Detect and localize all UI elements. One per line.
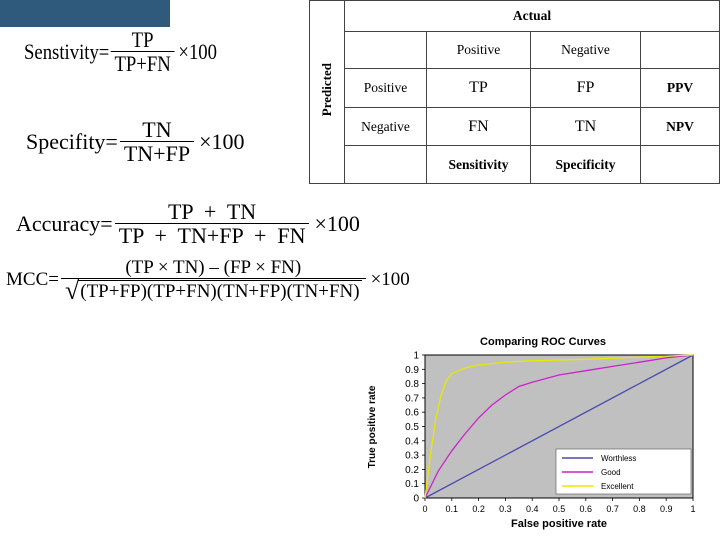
predicted-header-cell: Predicted (309, 0, 345, 184)
roc-chart: Comparing ROC Curves 0 0.1 0.2 0.3 0.4 0.5 0.6… (353, 331, 720, 540)
x-tick-label: 0.3 (499, 504, 512, 514)
y-tick-label: 0.6 (405, 408, 419, 419)
square-root-icon: √ (64, 275, 80, 305)
empty-cell (640, 31, 720, 69)
y-tick-label: 0.4 (405, 436, 419, 447)
legend-label-good: Good (601, 468, 621, 477)
cell-ppv: PPV (640, 68, 720, 108)
chart-title: Comparing ROC Curves (480, 336, 606, 348)
empty-cell (344, 145, 427, 184)
row-header-negative: Negative (344, 107, 427, 146)
legend-label-worthless: Worthless (601, 454, 636, 463)
x-tick-label: 0.7 (606, 504, 619, 514)
y-tick-label: 0.3 (405, 451, 419, 462)
cell-tp: TP (426, 68, 531, 108)
y-axis-label: True positive rate (367, 385, 378, 468)
cell-fn: FN (426, 107, 531, 146)
accuracy-fraction: TP + TN TP + TN+FP + FN (114, 199, 310, 249)
fraction-bar (119, 141, 195, 143)
cell-tn: TN (530, 107, 641, 146)
cell-npv: NPV (640, 107, 720, 146)
actual-header: Actual (344, 0, 720, 32)
specificity-numerator: TN (142, 117, 172, 142)
x-axis-label: False positive rate (511, 518, 607, 530)
accuracy-formula: Accuracy= TP + TN TP + TN+FP + FN ×100 (16, 200, 360, 247)
fraction-bar (114, 223, 310, 225)
mcc-denominator-root: √ (TP+FP)(TP+FN)(TN+FP)(TN+FN) (61, 275, 366, 305)
y-tick-label: 0.8 (405, 379, 419, 390)
specificity-label: Specifity= (26, 128, 118, 154)
col-header-negative: Negative (530, 31, 641, 69)
mcc-numerator: (TP × TN) – (FP × FN) (125, 257, 302, 278)
sensitivity-multiplier: ×100 (178, 38, 218, 64)
y-tick-label: 0.7 (405, 393, 419, 404)
confusion-matrix-table: Predicted Actual Positive Negative Posit… (309, 0, 720, 184)
specificity-formula: Specifity= TN TN+FP ×100 (26, 118, 244, 165)
x-tick-label: 0.8 (633, 504, 646, 514)
chart-legend: Worthless Good Excellent (555, 448, 692, 495)
x-tick-label: 0.6 (580, 504, 593, 514)
mcc-label: MCC= (6, 269, 59, 291)
col-header-positive: Positive (426, 31, 531, 69)
x-tick-label: 0 (422, 504, 427, 514)
cell-fp: FP (530, 68, 641, 108)
x-tick-label: 0.2 (472, 504, 485, 514)
y-tick-label: 0.2 (405, 465, 419, 476)
sensitivity-denominator: TP+FN (114, 51, 171, 77)
series-line-good (424, 354, 694, 499)
sensitivity-label: Senstivity= (24, 38, 110, 64)
specificity-multiplier: ×100 (199, 128, 245, 154)
sensitivity-numerator: TP (131, 27, 154, 52)
specificity-fraction: TN TN+FP (119, 117, 195, 167)
mcc-multiplier: ×100 (370, 269, 410, 291)
cell-sensitivity: Sensitivity (426, 145, 531, 184)
y-tick-label: 0.1 (405, 479, 419, 490)
y-tick-label: 0.5 (405, 422, 419, 433)
mcc-fraction: (TP × TN) – (FP × FN) √ (TP+FP)(TP+FN)(T… (60, 257, 366, 305)
sensitivity-fraction: TP TP+FN (111, 27, 175, 77)
series-line-excellent (424, 354, 694, 499)
roc-series (424, 354, 694, 499)
empty-cell (640, 145, 720, 184)
accuracy-numerator: TP + TN (167, 199, 257, 224)
x-tick-label: 0.5 (553, 504, 566, 514)
predicted-header: Predicted (319, 63, 334, 117)
x-tick-label: 0.4 (526, 504, 539, 514)
row-header-positive: Positive (344, 68, 427, 108)
mcc-formula: MCC= (TP × TN) – (FP × FN) √ (TP+FP)(TP+… (6, 257, 410, 305)
x-axis: 0 0.1 0.2 0.3 0.4 0.5 0.6 0.7 0.8 0.9 1 (422, 498, 696, 514)
fraction-bar (111, 51, 175, 53)
empty-cell (344, 31, 427, 69)
fraction-bar (60, 277, 366, 279)
legend-label-excellent: Excellent (601, 482, 634, 491)
accuracy-denominator: TP + TN+FP + FN (118, 223, 306, 249)
y-tick-label: 1 (413, 351, 419, 362)
specificity-denominator: TN+FP (123, 141, 191, 167)
x-tick-label: 0.1 (446, 504, 459, 514)
y-axis: 0 0.1 0.2 0.3 0.4 0.5 0.6 0.7 0.8 0.9 1 (405, 351, 425, 505)
sensitivity-formula: Senstivity= TP TP+FN ×100 (24, 28, 217, 75)
x-tick-label: 1 (690, 504, 695, 514)
cell-specificity: Specificity (530, 145, 641, 184)
y-tick-label: 0 (413, 494, 419, 505)
mcc-denominator: (TP+FP)(TP+FN)(TN+FP)(TN+FN) (78, 280, 362, 303)
accuracy-multiplier: ×100 (314, 210, 360, 236)
corner-accent-bar (0, 0, 170, 27)
y-tick-label: 0.9 (405, 365, 419, 376)
x-tick-label: 0.9 (660, 504, 673, 514)
accuracy-label: Accuracy= (16, 210, 113, 236)
series-line-worthless (424, 354, 694, 499)
